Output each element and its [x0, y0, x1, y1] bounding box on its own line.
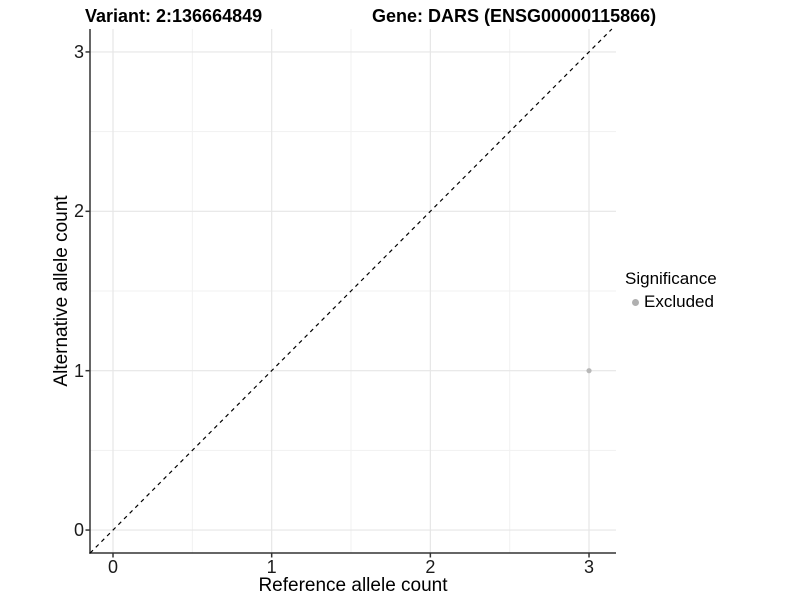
y-tick-label: 1 — [73, 360, 84, 381]
legend: Significance Excluded — [625, 268, 717, 312]
x-tick-label: 0 — [107, 557, 118, 577]
y-tick-label: 0 — [73, 520, 84, 541]
y-axis-title: Alternative allele count — [51, 195, 72, 387]
legend-title: Significance — [625, 269, 717, 288]
x-tick-label: 1 — [266, 557, 277, 577]
x-tick-label: 2 — [425, 557, 436, 577]
data-point — [586, 368, 592, 374]
legend-item-label: Excluded — [644, 292, 714, 311]
plot-title-variant: Variant: 2:136664849 — [85, 6, 263, 26]
x-axis-title: Reference allele count — [258, 575, 448, 596]
legend-point-icon — [632, 298, 639, 306]
y-tick-label: 2 — [73, 201, 84, 222]
y-tick-label: 3 — [73, 41, 84, 62]
legend-item-excluded: Excluded — [632, 292, 717, 312]
x-tick-label: 3 — [584, 557, 595, 577]
identity-reference-line — [89, 28, 613, 554]
plot-title-gene: Gene: DARS (ENSG00000115866) — [372, 6, 657, 26]
